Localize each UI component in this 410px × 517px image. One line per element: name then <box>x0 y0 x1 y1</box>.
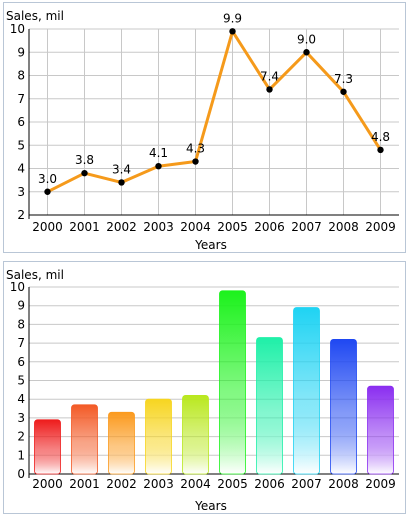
line-x-tick-label: 2001 <box>69 220 100 234</box>
bar-x-tick-label: 2004 <box>180 477 211 491</box>
bar-x-axis-label: Years <box>194 499 227 513</box>
bar-y-tick-label: 7 <box>17 336 25 350</box>
line-x-axis-label: Years <box>194 238 227 252</box>
bar-x-tick-label: 2006 <box>254 477 285 491</box>
line-y-tick-label: 3 <box>17 185 25 199</box>
line-data-point <box>266 86 273 93</box>
line-x-tick-label: 2006 <box>254 220 285 234</box>
line-y-axis-label: Sales, mil <box>6 9 64 23</box>
line-data-label: 7.4 <box>260 69 279 83</box>
line-data-label: 3.0 <box>38 172 57 186</box>
bar-x-tick-label: 2009 <box>365 477 396 491</box>
line-y-tick-label: 8 <box>17 69 25 83</box>
line-data-point <box>118 179 125 186</box>
bar-x-tick-label: 2003 <box>143 477 174 491</box>
bar-y-tick-label: 0 <box>17 467 25 481</box>
line-x-tick-label: 2002 <box>106 220 137 234</box>
line-y-tick-label: 2 <box>17 208 25 222</box>
bar-x-tick-label: 2001 <box>69 477 100 491</box>
line-data-point <box>303 49 310 56</box>
line-data-point <box>192 158 199 165</box>
bar-2009 <box>367 385 394 475</box>
bar-2000 <box>34 419 61 475</box>
bar-2008 <box>330 338 357 475</box>
bar-chart: 0 1 2 3 4 5 6 7 8 9 10 2000 2001 2002 2003 2004 2005 200… <box>6 268 399 513</box>
bar-x-tick-label: 2000 <box>32 477 63 491</box>
line-x-tick-label: 2000 <box>32 220 63 234</box>
line-x-tick-label: 2009 <box>365 220 396 234</box>
line-data-label: 3.4 <box>112 162 131 176</box>
bar-y-tick-label: 6 <box>17 355 25 369</box>
bar-y-tick-label: 5 <box>17 374 25 388</box>
line-data-point <box>44 188 51 195</box>
line-chart-panel: 2 3 4 5 6 7 8 9 10 2000 2001 2002 2003 2004 2005 2006 2… <box>3 2 406 253</box>
line-data-point <box>155 162 162 170</box>
bar-y-tick-label: 2 <box>17 430 25 444</box>
bar-x-tick-label: 2002 <box>106 477 137 491</box>
line-data-label: 4.8 <box>371 130 390 144</box>
bar-2004 <box>182 395 209 475</box>
bar-x-tick-label: 2007 <box>291 477 322 491</box>
line-x-tick-label: 2007 <box>291 220 322 234</box>
line-data-point <box>229 28 236 35</box>
bar-y-tick-label: 4 <box>17 392 25 406</box>
line-y-tick-label: 7 <box>17 92 25 106</box>
line-data-label: 3.8 <box>75 153 94 167</box>
bar-y-tick-label: 9 <box>17 299 25 313</box>
line-x-tick-label: 2005 <box>217 220 248 234</box>
line-y-tick-label: 5 <box>17 138 25 152</box>
bar-2003 <box>145 398 172 475</box>
line-data-label: 9.9 <box>223 11 242 25</box>
line-data-label: 9.0 <box>297 32 316 46</box>
bar-2002 <box>108 411 135 475</box>
line-data-label: 7.3 <box>334 72 353 86</box>
bar-x-tick-label: 2005 <box>217 477 248 491</box>
line-data-label: 4.1 <box>149 146 168 160</box>
line-x-tick-label: 2003 <box>143 220 174 234</box>
line-data-point <box>81 169 88 177</box>
line-y-tick-label: 6 <box>17 115 25 129</box>
bar-y-tick-label: 8 <box>17 317 25 331</box>
bar-x-tick-label: 2008 <box>328 477 359 491</box>
bar-chart-panel: 0 1 2 3 4 5 6 7 8 9 10 2000 2001 2002 2003 2004 2005 200… <box>3 261 406 514</box>
bar-2005 <box>219 290 246 475</box>
line-data-point <box>340 88 347 95</box>
line-y-tick-label: 4 <box>17 162 25 176</box>
bar-2001 <box>71 404 98 475</box>
sales-line <box>46 29 382 194</box>
line-y-tick-label: 9 <box>17 45 25 59</box>
line-x-tick-label: 2008 <box>328 220 359 234</box>
bar-y-tick-label: 10 <box>10 280 25 294</box>
line-chart: 2 3 4 5 6 7 8 9 10 2000 2001 2002 2003 2004 2005 2006 2… <box>6 9 399 252</box>
bar-y-tick-label: 3 <box>17 411 25 425</box>
bar-y-axis-label: Sales, mil <box>6 268 64 282</box>
line-x-tick-label: 2004 <box>180 220 211 234</box>
bar-2007 <box>293 307 320 475</box>
line-y-tick-label: 10 <box>10 22 25 36</box>
bar-y-tick-label: 1 <box>17 448 25 462</box>
bar-2006 <box>256 337 283 475</box>
line-data-point <box>377 146 384 154</box>
line-data-label: 4.3 <box>186 142 205 156</box>
